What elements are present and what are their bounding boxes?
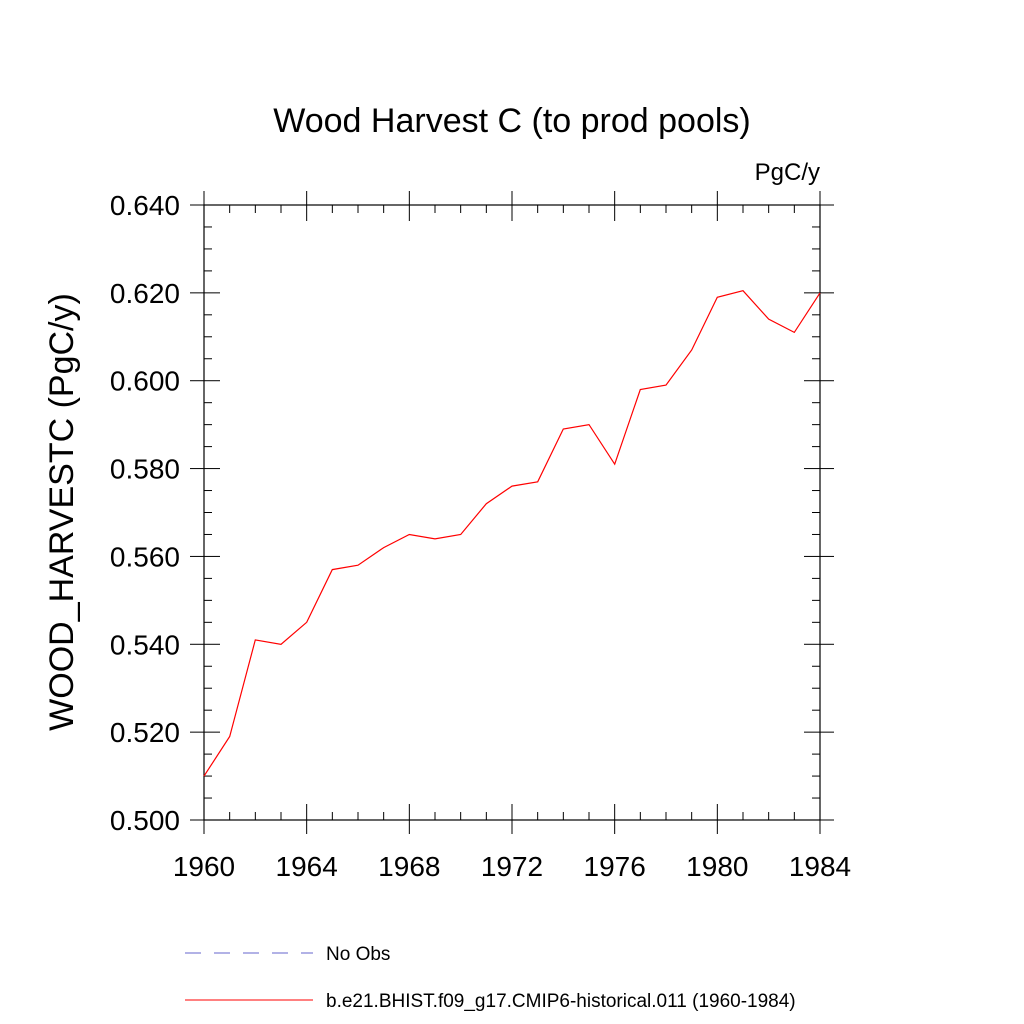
- legend: No Obs b.e21.BHIST.f09_g17.CMIP6-historic…: [185, 944, 796, 1012]
- x-tick-label: 1980: [686, 851, 748, 882]
- x-axis: 1960 1964 1968 1972 1976 1980 1984: [173, 191, 851, 882]
- legend-label: No Obs: [326, 944, 390, 965]
- series-layer: [203, 290, 821, 777]
- chart-title: Wood Harvest C (to prod pools): [273, 102, 750, 140]
- y-tick-label: 0.600: [110, 366, 180, 397]
- x-tick-label: 1968: [378, 851, 440, 882]
- y-axis: 0.500 0.520 0.540 0.560 0.580 0.600 0.620 0.640: [110, 190, 834, 836]
- y-tick-label: 0.620: [110, 278, 180, 309]
- y-tick-label: 0.500: [110, 805, 180, 836]
- x-tick-label: 1984: [789, 851, 851, 882]
- y-tick-label: 0.580: [110, 454, 180, 485]
- x-tick-label: 1960: [173, 851, 235, 882]
- plot-frame: [203, 204, 821, 821]
- y-tick-label: 0.640: [110, 190, 180, 221]
- units-label: PgC/y: [755, 159, 820, 186]
- y-tick-label: 0.540: [110, 629, 180, 660]
- y-axis-label: WOOD_HARVESTC (PgC/y): [43, 293, 81, 731]
- series-line: [203, 290, 821, 777]
- legend-label: b.e21.BHIST.f09_g17.CMIP6-historical.011…: [326, 991, 796, 1012]
- y-tick-label: 0.520: [110, 717, 180, 748]
- x-tick-label: 1964: [276, 851, 338, 882]
- x-tick-label: 1976: [584, 851, 646, 882]
- x-tick-label: 1972: [481, 851, 543, 882]
- y-tick-label: 0.560: [110, 541, 180, 572]
